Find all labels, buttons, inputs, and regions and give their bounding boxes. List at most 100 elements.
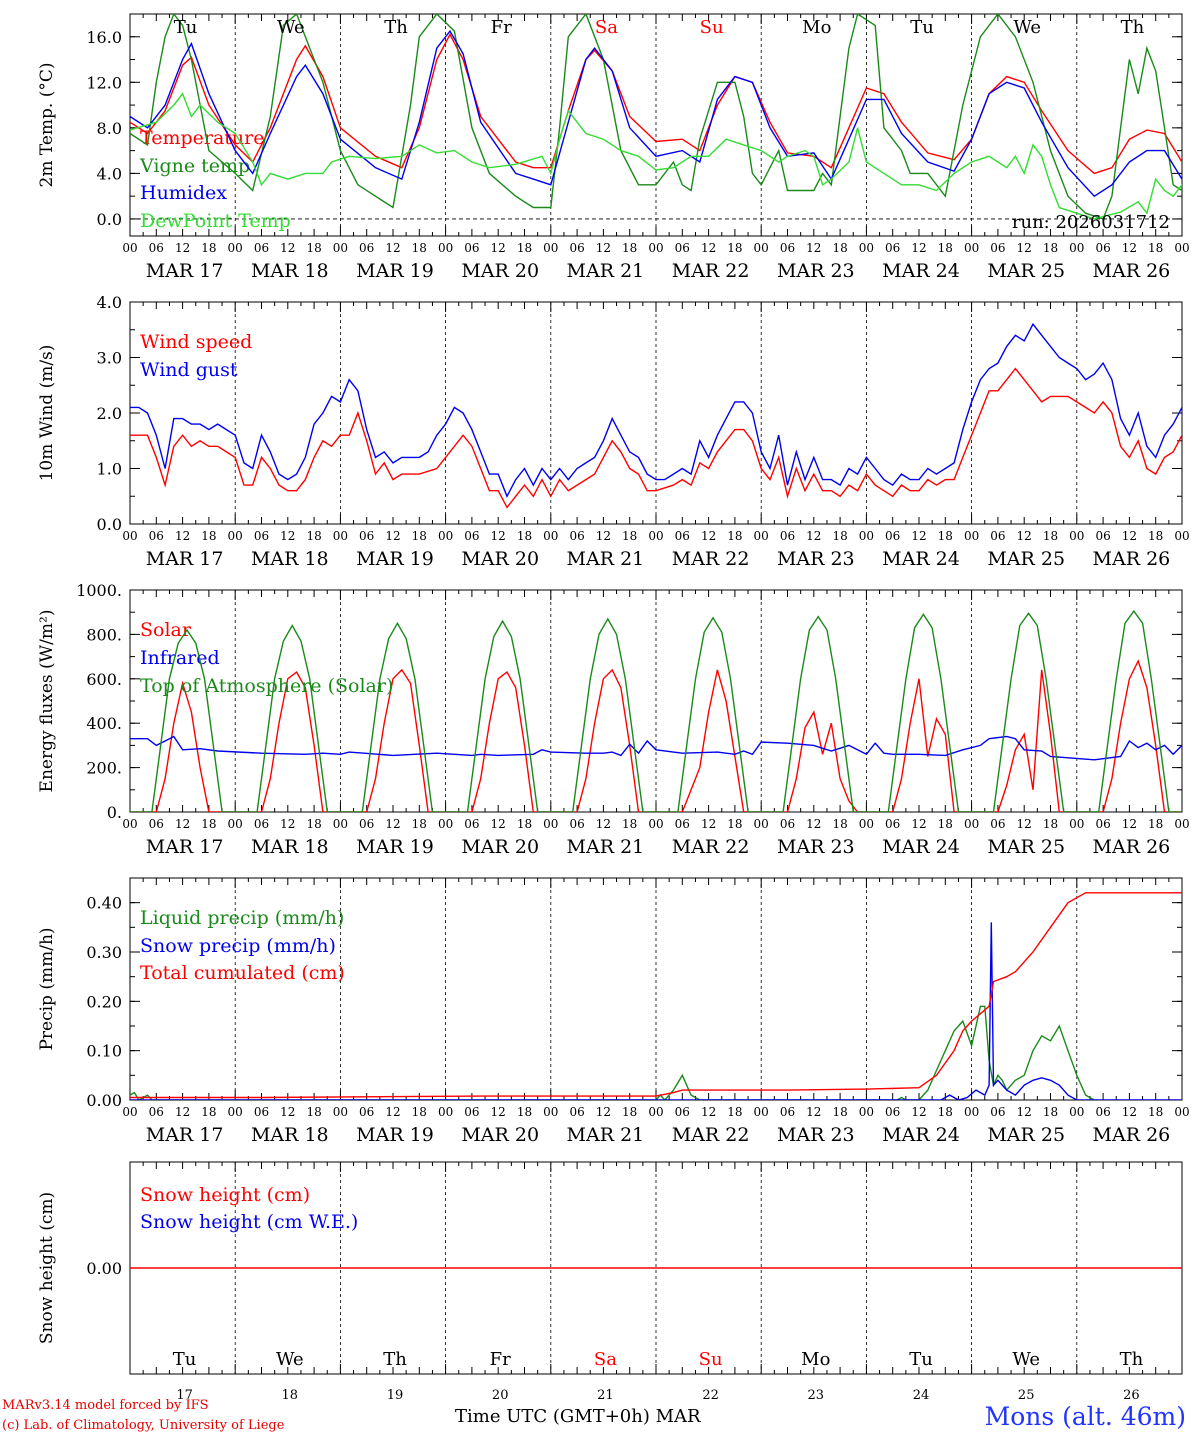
hour-label: 00 [438,1105,453,1119]
day-number: 23 [808,1388,825,1403]
date-label: MAR 24 [882,1124,960,1146]
hour-label: 12 [806,1105,821,1119]
day-name-top: Mo [802,17,831,38]
series-line-temperature-2 [130,29,1182,198]
day-number: 25 [1018,1388,1035,1403]
y-tick-label: 0.30 [86,943,122,962]
hour-label: 18 [412,241,427,255]
hour-label: 12 [1017,529,1032,543]
date-label: MAR 20 [461,836,539,858]
hour-label: 00 [648,1105,663,1119]
hour-label: 00 [1069,241,1084,255]
hour-label: 18 [412,1105,427,1119]
legend-entry: Liquid precip (mm/h) [140,907,344,929]
y-tick-label: 800. [86,625,122,644]
hour-label: 00 [859,529,874,543]
date-label: MAR 19 [356,1124,434,1146]
day-number: 21 [597,1388,614,1403]
hour-label: 18 [832,241,847,255]
series-line-temperature-1 [130,14,1182,220]
hour-label: 18 [201,241,216,255]
hour-label: 00 [1069,817,1084,831]
day-number: 20 [492,1388,509,1403]
day-name-bottom: Th [383,1349,407,1370]
hour-label: 18 [727,1105,742,1119]
hour-label: 12 [491,529,506,543]
hour-label: 18 [1148,241,1163,255]
hour-label: 18 [412,529,427,543]
hour-label: 06 [464,1105,479,1119]
y-tick-label: 0.10 [86,1042,122,1061]
hour-label: 00 [438,529,453,543]
date-label: MAR 25 [987,1124,1065,1146]
hour-label: 00 [122,241,137,255]
hour-label: 00 [754,241,769,255]
y-tick-label: 16.0 [86,28,122,47]
panel-snow: 0.00 Snow height (cm) Snow height (cm) Snow… [37,1161,1183,1403]
hour-label: 12 [806,529,821,543]
hour-label: 06 [885,817,900,831]
date-label: MAR 24 [882,548,960,570]
series-line-precip-0 [130,1005,1095,1100]
hour-label: 06 [990,241,1005,255]
y-tick-label: 0.00 [86,1091,122,1110]
station-name: Mons (alt. 46m) [984,1402,1186,1431]
hour-label: 00 [122,529,137,543]
hour-label: 12 [491,241,506,255]
series-line-energy-0 [130,659,1182,812]
day-name-bottom: We [1012,1349,1040,1370]
day-name-top: We [1013,17,1041,38]
hour-label: 18 [832,1105,847,1119]
y-tick-label: 1.0 [97,460,122,479]
day-name-top: Fr [491,17,512,38]
y-axis-label: Snow height (cm) [37,1192,57,1344]
lab-credit: (c) Lab. of Climatology, University of L… [2,1418,285,1433]
y-axis-label: 10m Wind (m/s) [37,345,57,482]
day-name-top: Su [700,17,724,38]
hour-label: 00 [648,529,663,543]
hour-label: 18 [517,241,532,255]
date-label: MAR 17 [146,548,224,570]
hour-label: 06 [675,241,690,255]
hour-label: 18 [622,529,637,543]
hour-label: 06 [675,1105,690,1119]
date-label: MAR 25 [987,836,1065,858]
hour-label: 06 [254,241,269,255]
hour-label: 12 [1122,241,1137,255]
hour-label: 12 [280,1105,295,1119]
series-line-energy-2 [130,609,1182,812]
hour-label: 18 [306,1105,321,1119]
day-name-bottom: Sa [594,1349,617,1370]
date-label: MAR 23 [777,1124,855,1146]
hour-label: 00 [228,529,243,543]
legend-entry: Snow precip (mm/h) [140,935,336,957]
hour-label: 06 [149,241,164,255]
date-label: MAR 20 [461,260,539,282]
hour-label: 18 [622,1105,637,1119]
hour-label: 00 [543,1105,558,1119]
hour-label: 18 [1043,817,1058,831]
hour-label: 00 [648,241,663,255]
series-line-wind-0 [130,367,1182,509]
model-credit: MARv3.14 model forced by IFS [2,1398,209,1413]
hour-label: 00 [228,241,243,255]
date-label: MAR 17 [146,260,224,282]
legend-entry: Total cumulated (cm) [140,962,345,984]
hour-label: 00 [859,817,874,831]
hour-label: 00 [333,241,348,255]
date-label: MAR 21 [567,548,645,570]
hour-label: 12 [385,241,400,255]
hour-label: 12 [911,529,926,543]
date-label: MAR 22 [672,548,750,570]
hour-label: 18 [938,241,953,255]
hour-label: 00 [754,529,769,543]
hour-label: 12 [596,529,611,543]
hour-label: 12 [911,1105,926,1119]
day-number: 22 [702,1388,719,1403]
hour-label: 00 [333,529,348,543]
hour-label: 12 [701,817,716,831]
hour-label: 18 [1148,1105,1163,1119]
hour-label: 12 [280,241,295,255]
hour-label: 18 [306,817,321,831]
y-axis-label: Precip (mm/h) [37,927,57,1050]
